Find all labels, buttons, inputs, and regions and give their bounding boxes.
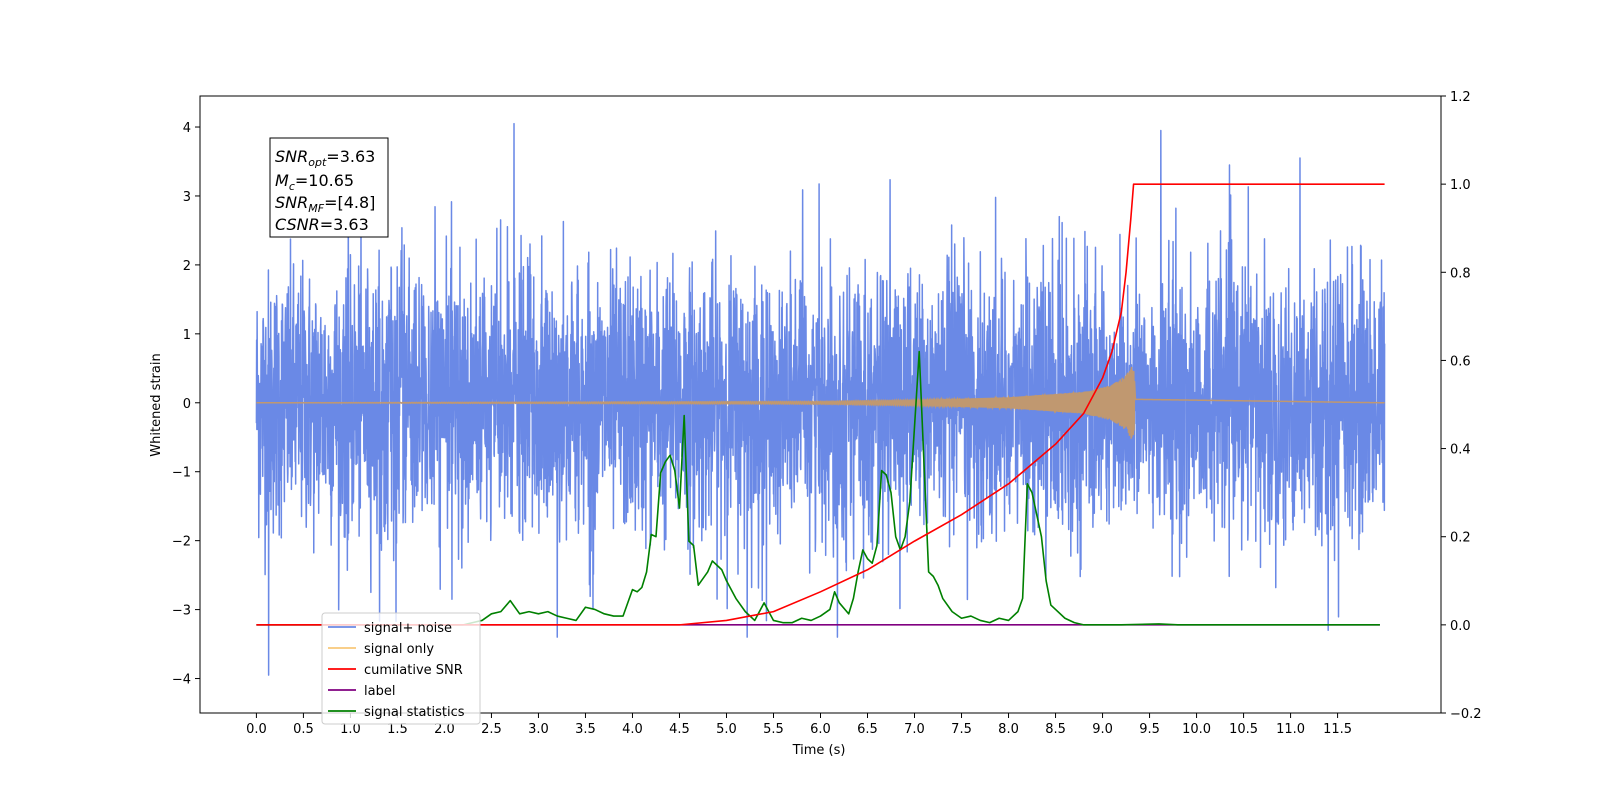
x-tick-label: 3.0 (528, 722, 549, 737)
x-tick-label: 10.0 (1182, 722, 1211, 737)
x-tick-label: 4.0 (622, 722, 643, 737)
x-tick-label: 3.5 (575, 722, 596, 737)
x-tick-label: 1.5 (387, 722, 408, 737)
x-tick-label: 2.0 (434, 722, 455, 737)
y-left-tick-label: −2 (172, 535, 191, 550)
legend: signal+ noise signal only cumilative SNR la… (321, 612, 481, 725)
x-tick-label: 4.5 (669, 722, 690, 737)
legend-entry: signal+ noise (364, 621, 452, 636)
x-tick-label: 9.0 (1092, 722, 1113, 737)
annotation-csnr: CSNR=3.63 (275, 215, 369, 234)
x-axis: 0.0 0.5 1.0 1.5 2.0 2.5 3.0 3.5 4.0 4.5 5.0 5.5 6.0 6… (246, 713, 1352, 737)
x-tick-label: 1.0 (340, 722, 361, 737)
x-tick-label: 5.0 (716, 722, 737, 737)
x-tick-label: 6.5 (857, 722, 878, 737)
y-right-tick-label: 0.2 (1450, 531, 1471, 546)
y-left-tick-label: −4 (172, 673, 191, 688)
legend-entry: signal only (364, 642, 434, 657)
y-right-tick-label: −0.2 (1450, 707, 1482, 722)
y-right-tick-label: 0.4 (1450, 443, 1471, 458)
legend-entry: signal statistics (364, 705, 465, 720)
x-tick-label: 2.5 (481, 722, 502, 737)
y-right-tick-label: 1.0 (1450, 178, 1471, 193)
y-left-tick-label: −3 (172, 604, 191, 619)
annotation-snr-mf: SNRMF=[4.8] (275, 193, 375, 215)
x-tick-label: 0.0 (246, 722, 267, 737)
x-tick-label: 7.5 (951, 722, 972, 737)
x-tick-label: 11.5 (1323, 722, 1352, 737)
x-axis-label: Time (s) (792, 743, 846, 758)
x-tick-label: 10.5 (1229, 722, 1258, 737)
x-tick-label: 5.5 (763, 722, 784, 737)
y-left-tick-label: 4 (183, 121, 191, 136)
y-right-tick-label: 0.8 (1450, 266, 1471, 281)
y-right-tick-label: 1.2 (1450, 90, 1471, 105)
y-axis-right: 1.2 1.0 0.8 0.6 0.4 0.2 0.0 −0.2 (1441, 90, 1482, 722)
annotation-mc: Mc=10.65 (275, 171, 354, 193)
series-signal-statistics-line (256, 350, 1380, 626)
y-left-tick-label: 1 (183, 328, 191, 343)
y-left-tick-label: −1 (172, 466, 191, 481)
x-tick-label: 11.0 (1276, 722, 1305, 737)
y-right-tick-label: 0.0 (1450, 619, 1471, 634)
y-right-tick-label: 0.6 (1450, 354, 1471, 369)
annotation-box: SNRopt=3.63 Mc=10.65 SNRMF=[4.8] CSNR=3.… (269, 137, 389, 238)
x-tick-label: 7.0 (904, 722, 925, 737)
x-tick-label: 9.5 (1139, 722, 1160, 737)
legend-entry: label (364, 684, 395, 699)
y-axis-left: 4 3 2 1 0 −1 −2 −3 −4 (172, 121, 200, 688)
x-tick-label: 8.0 (998, 722, 1019, 737)
series-cumulative-snr-line (256, 183, 1385, 626)
y-left-tick-label: 0 (183, 397, 191, 412)
y-left-tick-label: 3 (183, 190, 191, 205)
y-left-tick-label: 2 (183, 259, 191, 274)
x-tick-label: 0.5 (293, 722, 314, 737)
x-tick-label: 6.0 (810, 722, 831, 737)
x-tick-label: 8.5 (1045, 722, 1066, 737)
annotation-frame (269, 137, 389, 238)
series-signal-only-line (256, 366, 1385, 439)
legend-entry: cumilative SNR (364, 663, 463, 678)
annotation-snr-opt: SNRopt=3.63 (275, 147, 375, 169)
series-signal-plus-noise-line (255, 122, 1386, 676)
legend-frame (321, 612, 481, 725)
y-axis-label: Whitened strain (149, 353, 164, 456)
